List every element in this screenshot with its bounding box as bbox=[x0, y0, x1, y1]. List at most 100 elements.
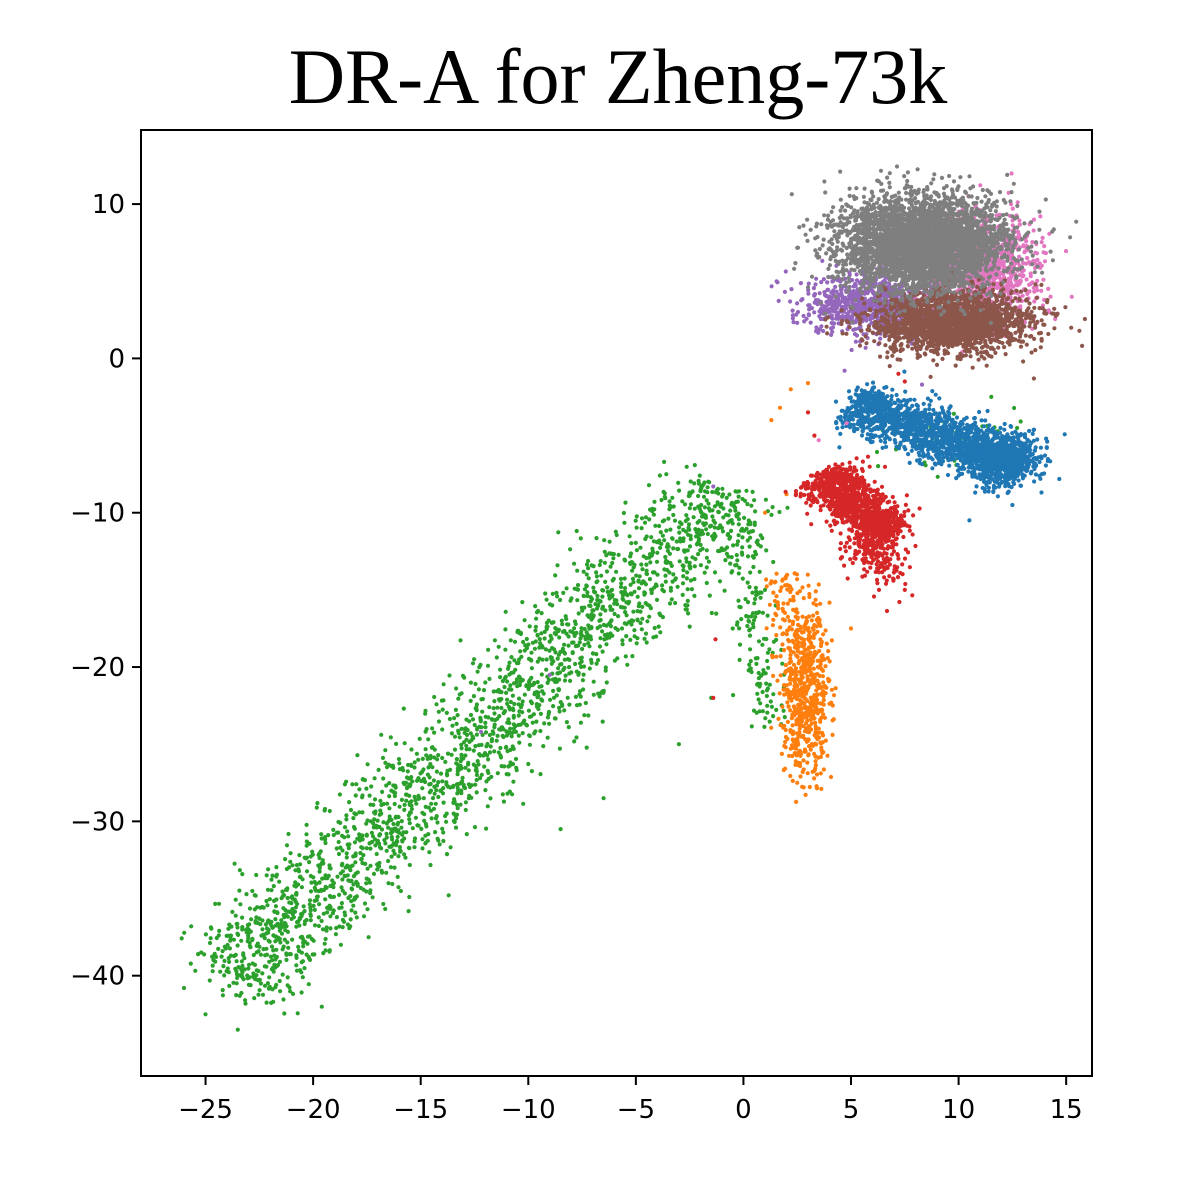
scatter-point-series-2 bbox=[929, 418, 934, 423]
scatter-point-series-0 bbox=[760, 610, 766, 615]
scatter-point-series-0 bbox=[388, 735, 393, 740]
scatter-point-series-2 bbox=[902, 369, 907, 374]
scatter-point-series-0 bbox=[379, 827, 385, 832]
scatter-point-series-0 bbox=[349, 908, 354, 913]
scatter-point-series-0 bbox=[492, 699, 497, 704]
scatter-point-series-0 bbox=[707, 524, 713, 529]
scatter-point-series-0 bbox=[459, 755, 464, 761]
scatter-point-series-0 bbox=[494, 655, 499, 660]
scatter-point-series-0 bbox=[251, 971, 256, 976]
scatter-point-series-0 bbox=[533, 624, 539, 629]
scatter-point-series-0 bbox=[576, 670, 581, 676]
scatter-point-series-0 bbox=[575, 568, 580, 573]
scatter-point-series-2 bbox=[893, 409, 899, 415]
scatter-point-series-0 bbox=[710, 489, 715, 495]
scatter-point-series-0 bbox=[350, 782, 355, 787]
scatter-point-series-1 bbox=[827, 701, 832, 706]
scatter-point-series-1 bbox=[769, 725, 774, 730]
scatter-point-series-0 bbox=[514, 661, 520, 666]
scatter-point-series-0 bbox=[334, 846, 339, 851]
scatter-point-series-0 bbox=[701, 494, 707, 499]
scatter-point-series-0 bbox=[474, 777, 479, 783]
scatter-point-series-0 bbox=[322, 941, 327, 946]
scatter-point-series-0 bbox=[423, 833, 428, 838]
scatter-point-series-2 bbox=[964, 426, 969, 431]
scatter-point-series-0 bbox=[271, 898, 277, 904]
scatter-point-series-2 bbox=[921, 401, 926, 406]
scatter-point-series-0 bbox=[743, 597, 748, 602]
scatter-point-series-0 bbox=[576, 611, 581, 616]
scatter-point-series-0 bbox=[344, 851, 349, 856]
scatter-point-series-0 bbox=[594, 661, 599, 666]
scatter-point-series-0 bbox=[530, 720, 535, 725]
scatter-point-series-1 bbox=[803, 706, 808, 711]
scatter-point-series-0 bbox=[638, 609, 643, 614]
scatter-point-series-1 bbox=[800, 585, 805, 590]
scatter-point-series-2 bbox=[859, 393, 864, 398]
scatter-point-series-1 bbox=[803, 792, 808, 798]
scatter-point-series-1 bbox=[793, 634, 798, 640]
scatter-point-series-0 bbox=[605, 632, 610, 637]
scatter-point-series-0 bbox=[474, 772, 479, 778]
scatter-point-series-0 bbox=[760, 709, 766, 714]
scatter-point-series-0 bbox=[396, 885, 401, 890]
scatter-point-series-0 bbox=[265, 919, 271, 924]
scatter-point-series-0 bbox=[452, 797, 457, 802]
scatter-point-series-0 bbox=[423, 708, 428, 714]
scatter-point-series-1 bbox=[774, 613, 779, 618]
scatter-point-series-0 bbox=[541, 744, 546, 749]
scatter-point-series-0 bbox=[522, 718, 527, 723]
scatter-point-series-0 bbox=[408, 776, 413, 781]
scatter-point-series-1 bbox=[828, 774, 834, 780]
scatter-point-series-0 bbox=[279, 918, 284, 923]
scatter-point-series-0 bbox=[396, 828, 401, 833]
scatter-point-series-0 bbox=[381, 901, 386, 907]
scatter-point-series-1 bbox=[814, 624, 819, 629]
scatter-point-series-0 bbox=[308, 918, 313, 923]
scatter-point-series-0 bbox=[345, 829, 350, 834]
scatter-point-series-0 bbox=[228, 937, 233, 942]
scatter-point-series-1 bbox=[802, 749, 807, 754]
scatter-point-series-0 bbox=[364, 833, 369, 838]
scatter-point-series-0 bbox=[701, 482, 706, 487]
scatter-point-series-1 bbox=[796, 661, 801, 666]
scatter-point-series-0 bbox=[325, 876, 330, 881]
scatter-point-series-2 bbox=[860, 429, 865, 434]
scatter-point-series-0 bbox=[696, 478, 701, 483]
scatter-point-series-0 bbox=[265, 903, 270, 908]
scatter-point-series-2 bbox=[879, 391, 884, 396]
scatter-point-series-0 bbox=[495, 733, 500, 739]
scatter-point-series-0 bbox=[441, 800, 446, 805]
scatter-point-series-0 bbox=[642, 591, 648, 596]
scatter-point-series-1 bbox=[777, 405, 783, 410]
scatter-point-series-0 bbox=[344, 813, 349, 818]
scatter-point-series-0 bbox=[474, 790, 479, 795]
scatter-point-series-0 bbox=[312, 907, 317, 913]
scatter-point-series-0 bbox=[636, 586, 642, 591]
scatter-point-series-0 bbox=[379, 868, 384, 873]
scatter-point-series-0 bbox=[397, 845, 402, 850]
scatter-point-series-0 bbox=[518, 649, 523, 654]
scatter-point-series-0 bbox=[444, 819, 449, 824]
scatter-point-series-0 bbox=[558, 649, 563, 655]
scatter-point-series-1 bbox=[805, 738, 810, 744]
scatter-point-series-0 bbox=[527, 733, 533, 739]
scatter-point-series-0 bbox=[647, 517, 652, 522]
scatter-point-series-1 bbox=[833, 686, 838, 691]
scatter-point-series-0 bbox=[492, 722, 497, 727]
scatter-point-series-0 bbox=[647, 555, 652, 560]
scatter-point-series-2 bbox=[919, 413, 924, 418]
scatter-point-series-0 bbox=[349, 899, 354, 904]
scatter-point-series-0 bbox=[608, 604, 613, 609]
scatter-point-series-0 bbox=[744, 488, 749, 493]
scatter-point-series-1 bbox=[829, 638, 835, 643]
scatter-point-series-0 bbox=[473, 744, 478, 749]
scatter-point-series-0 bbox=[675, 584, 680, 589]
scatter-point-series-0 bbox=[458, 759, 463, 764]
scatter-point-series-0 bbox=[744, 613, 749, 619]
scatter-point-series-0 bbox=[642, 520, 648, 525]
scatter-point-series-0 bbox=[420, 810, 425, 815]
scatter-point-series-0 bbox=[642, 580, 647, 585]
scatter-point-series-1 bbox=[831, 693, 837, 698]
